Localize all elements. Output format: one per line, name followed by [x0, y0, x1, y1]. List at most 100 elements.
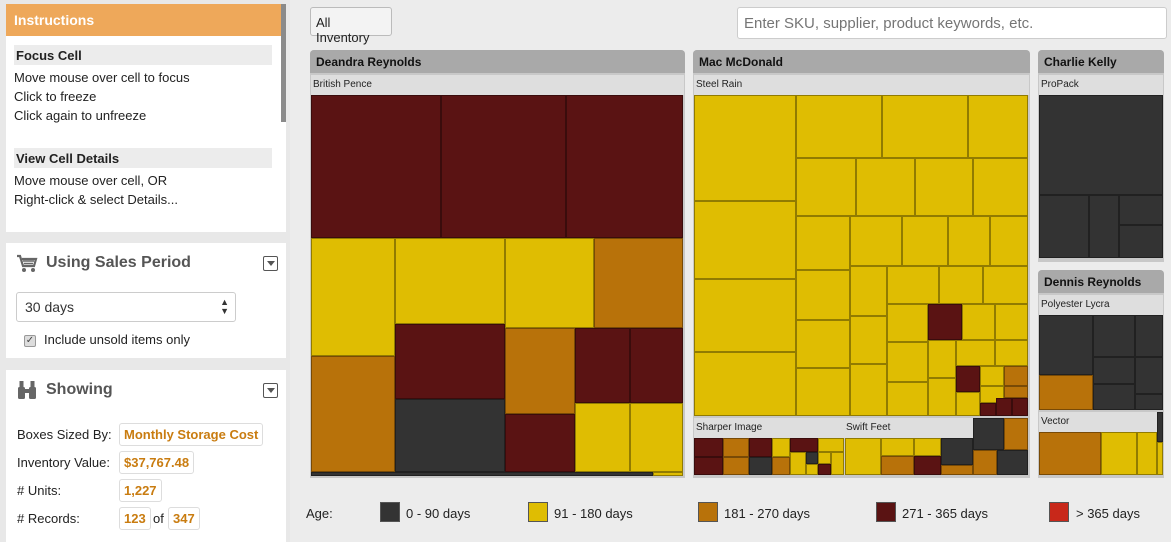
- treemap-cell[interactable]: [1157, 442, 1163, 475]
- treemap-cell[interactable]: [956, 366, 980, 392]
- treemap-cell[interactable]: [1135, 315, 1163, 357]
- treemap-cell[interactable]: [856, 158, 915, 216]
- treemap-cell[interactable]: [796, 320, 850, 368]
- treemap-cell[interactable]: [1039, 95, 1163, 195]
- treemap-cell[interactable]: [772, 438, 790, 457]
- treemap-cell[interactable]: [630, 328, 683, 403]
- treemap-cell[interactable]: [694, 95, 796, 201]
- treemap-cell[interactable]: [796, 270, 850, 320]
- treemap-cell[interactable]: [941, 438, 973, 465]
- treemap-cell[interactable]: [749, 457, 772, 475]
- treemap-cell[interactable]: [887, 304, 928, 342]
- treemap-cell[interactable]: [311, 356, 395, 472]
- treemap-cell[interactable]: [850, 364, 887, 416]
- search-input[interactable]: [737, 7, 1167, 39]
- treemap-cell[interactable]: [694, 457, 723, 475]
- treemap-cell[interactable]: [831, 452, 844, 475]
- treemap-cell[interactable]: [995, 304, 1028, 340]
- treemap-cell[interactable]: [395, 399, 505, 472]
- treemap-cell[interactable]: [694, 352, 796, 416]
- treemap-cell[interactable]: [694, 438, 723, 457]
- treemap-cell[interactable]: [505, 238, 594, 328]
- treemap-cell[interactable]: [749, 438, 772, 457]
- treemap-cell[interactable]: [575, 403, 630, 472]
- treemap-cell[interactable]: [796, 368, 850, 416]
- treemap-cell[interactable]: [948, 216, 990, 266]
- treemap-cell[interactable]: [630, 403, 683, 472]
- treemap-cell[interactable]: [694, 201, 796, 279]
- treemap-cell[interactable]: [723, 438, 749, 457]
- treemap-cell[interactable]: [887, 342, 928, 382]
- treemap-cell[interactable]: [968, 95, 1028, 158]
- treemap-cell[interactable]: [575, 328, 630, 403]
- treemap-cell[interactable]: [973, 158, 1028, 216]
- treemap-cell[interactable]: [881, 438, 914, 456]
- treemap-cell[interactable]: [1119, 195, 1163, 225]
- treemap-cell[interactable]: [1012, 398, 1028, 416]
- treemap-cell[interactable]: [996, 398, 1012, 416]
- sales-period-collapse-icon[interactable]: [263, 256, 278, 271]
- treemap-cell[interactable]: [505, 414, 575, 472]
- treemap-cell[interactable]: [980, 403, 996, 416]
- all-inventory-button[interactable]: All Inventory: [310, 7, 392, 45]
- treemap-cell[interactable]: [1093, 384, 1135, 410]
- treemap-cell[interactable]: [1157, 412, 1163, 442]
- treemap-cell[interactable]: [997, 450, 1028, 475]
- treemap-cell[interactable]: [990, 216, 1028, 266]
- treemap-cell[interactable]: [850, 316, 887, 364]
- sales-period-select[interactable]: 30 days ▲ ▼: [16, 292, 236, 322]
- treemap-cell[interactable]: [441, 95, 566, 238]
- treemap-cell[interactable]: [1004, 386, 1028, 398]
- treemap-cell[interactable]: [1093, 315, 1135, 357]
- treemap-cell[interactable]: [818, 452, 831, 464]
- treemap-cell[interactable]: [790, 438, 818, 452]
- treemap-cell[interactable]: [1101, 432, 1137, 475]
- treemap-cell[interactable]: [941, 465, 973, 475]
- treemap-cell[interactable]: [796, 158, 856, 216]
- treemap-cell[interactable]: [973, 418, 1004, 450]
- treemap-cell[interactable]: [995, 340, 1028, 366]
- treemap-cell[interactable]: [983, 266, 1028, 304]
- treemap-cell[interactable]: [1135, 357, 1163, 394]
- treemap-cell[interactable]: [962, 304, 995, 340]
- treemap-cell[interactable]: [850, 266, 887, 316]
- treemap-cell[interactable]: [311, 95, 441, 238]
- treemap-cell[interactable]: [928, 378, 956, 416]
- treemap-cell[interactable]: [818, 464, 831, 475]
- treemap-cell[interactable]: [694, 279, 796, 352]
- treemap-cell[interactable]: [1039, 432, 1101, 475]
- treemap-cell[interactable]: [1039, 375, 1093, 410]
- treemap-cell[interactable]: [395, 238, 505, 324]
- treemap-cell[interactable]: [1089, 195, 1119, 258]
- treemap-cell[interactable]: [1137, 432, 1157, 475]
- treemap-cell[interactable]: [887, 266, 939, 304]
- treemap-cell[interactable]: [796, 216, 850, 270]
- treemap-cell[interactable]: [928, 304, 962, 340]
- treemap-cell[interactable]: [796, 95, 882, 158]
- treemap-cell[interactable]: [914, 456, 941, 475]
- treemap-cell[interactable]: [311, 472, 653, 476]
- treemap-cell[interactable]: [973, 450, 997, 475]
- treemap-cell[interactable]: [881, 456, 914, 475]
- treemap-cell[interactable]: [1004, 418, 1028, 450]
- treemap-cell[interactable]: [311, 238, 395, 356]
- treemap-cell[interactable]: [1135, 394, 1163, 410]
- treemap-cell[interactable]: [882, 95, 968, 158]
- treemap-cell[interactable]: [1119, 225, 1163, 258]
- treemap-cell[interactable]: [1004, 366, 1028, 386]
- treemap-cell[interactable]: [914, 438, 941, 456]
- treemap-cell[interactable]: [980, 366, 1004, 386]
- treemap-cell[interactable]: [915, 158, 973, 216]
- treemap-cell[interactable]: [1039, 315, 1093, 375]
- instructions-scrollbar[interactable]: [281, 4, 286, 122]
- treemap-cell[interactable]: [594, 238, 683, 328]
- treemap-cell[interactable]: [956, 340, 995, 366]
- treemap-cell[interactable]: [566, 95, 683, 238]
- instructions-header[interactable]: Instructions: [6, 4, 286, 36]
- treemap-cell[interactable]: [902, 216, 948, 266]
- treemap-cell[interactable]: [653, 472, 683, 476]
- treemap-cell[interactable]: [772, 457, 790, 475]
- treemap-cell[interactable]: [887, 382, 928, 416]
- treemap-cell[interactable]: [723, 457, 749, 475]
- boxes-sized-by-value[interactable]: Monthly Storage Cost: [119, 423, 264, 446]
